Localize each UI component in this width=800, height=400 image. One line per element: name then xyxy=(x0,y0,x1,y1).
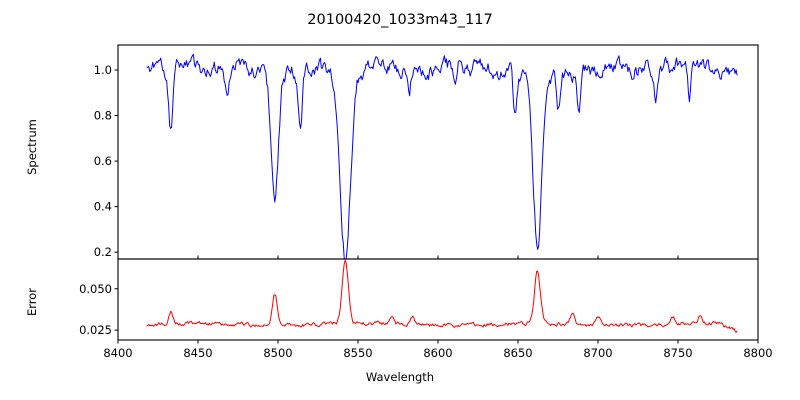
y-tick-label-spectrum: 0.2 xyxy=(94,245,112,259)
y-tick-label-spectrum: 1.0 xyxy=(94,63,112,77)
y-tick-label-error: 0.025 xyxy=(79,323,112,337)
x-tick-label: 8400 xyxy=(103,346,132,360)
x-tick-label: 8700 xyxy=(583,346,612,360)
x-tick-label: 8450 xyxy=(183,346,212,360)
y-tick-label-error: 0.050 xyxy=(79,282,112,296)
x-tick-label: 8750 xyxy=(663,346,692,360)
spectrum-line xyxy=(146,53,738,260)
error-line xyxy=(146,259,738,333)
x-tick-label: 8600 xyxy=(423,346,452,360)
x-tick-label: 8650 xyxy=(503,346,532,360)
y-tick-label-spectrum: 0.6 xyxy=(94,154,112,168)
x-tick-label: 8800 xyxy=(743,346,772,360)
spectrum-panel: 0.2 0.4 0.6 0.8 1.0 xyxy=(94,44,759,260)
x-tick-label: 8550 xyxy=(343,346,372,360)
y-tick-label-spectrum: 0.8 xyxy=(94,109,112,123)
error-axes-frame xyxy=(117,258,759,341)
x-axis-label: Wavelength xyxy=(365,370,435,384)
y-tick-label-spectrum: 0.4 xyxy=(94,200,112,214)
spectrum-axes-frame xyxy=(117,44,759,260)
x-tick-label: 8500 xyxy=(263,346,292,360)
error-panel: 0.025 0.050 8400 8450 8500 8550 8600 8650 8700 87… xyxy=(79,258,773,360)
page-title: 20100420_1033m43_117 xyxy=(307,12,493,28)
